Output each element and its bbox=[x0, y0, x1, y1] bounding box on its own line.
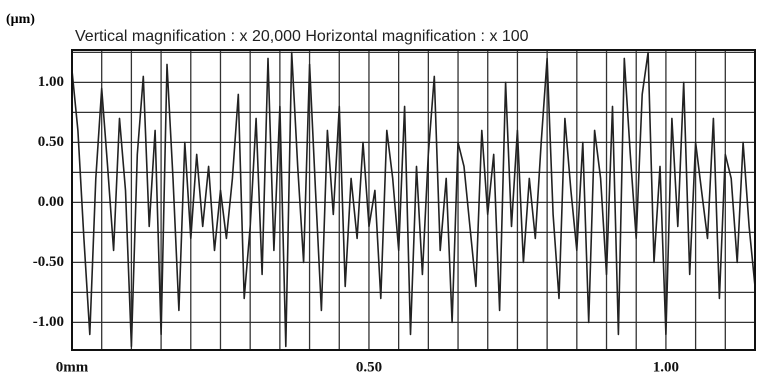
y-tick-label: -1.00 bbox=[33, 314, 64, 330]
unit-label: (μm) bbox=[6, 12, 35, 27]
y-tick-label: 0.00 bbox=[38, 194, 64, 210]
y-tick-label: 0.50 bbox=[38, 134, 64, 150]
y-tick-label: 1.00 bbox=[38, 74, 64, 90]
plot-frame bbox=[71, 49, 756, 351]
x-tick-label: 0mm bbox=[56, 359, 89, 375]
profile-line bbox=[72, 51, 755, 348]
x-tick-label: 0.50 bbox=[356, 359, 382, 375]
plot bbox=[72, 51, 755, 348]
chart-title: Vertical magnification : x 20,000 Horizo… bbox=[75, 28, 529, 45]
x-tick-label: 1.00 bbox=[653, 359, 679, 375]
y-tick-label: -0.50 bbox=[33, 254, 64, 270]
grid bbox=[71, 50, 756, 350]
tick-labels: 1.00 0.50 0.00 -0.50 -1.00 0mm 0.50 1.00 bbox=[33, 74, 679, 376]
